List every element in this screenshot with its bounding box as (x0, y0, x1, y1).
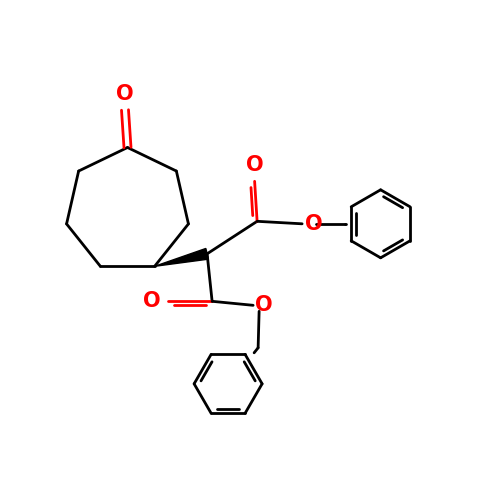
Text: O: O (143, 292, 160, 312)
Polygon shape (154, 248, 208, 266)
Text: O: O (304, 214, 322, 234)
Text: O: O (255, 296, 272, 316)
Text: O: O (246, 156, 264, 176)
Text: O: O (116, 84, 134, 104)
